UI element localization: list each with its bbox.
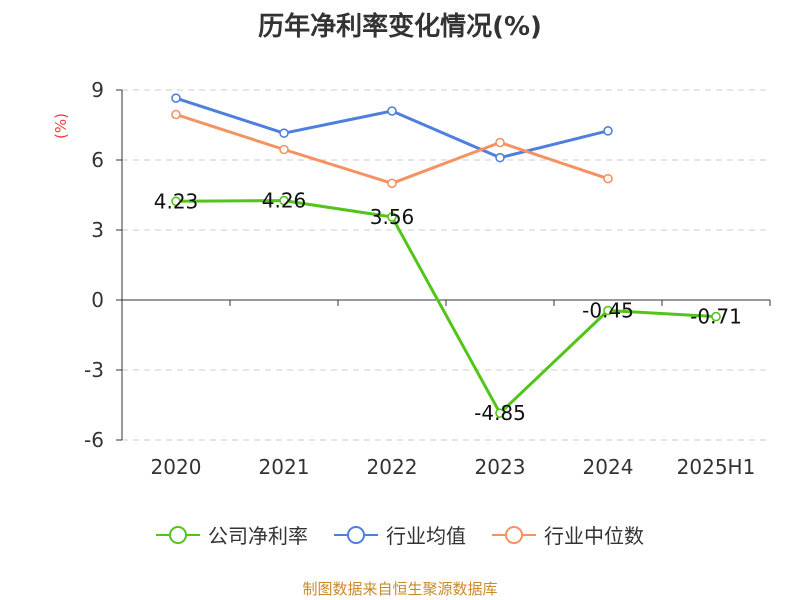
data-point[interactable] xyxy=(711,311,721,322)
data-point[interactable] xyxy=(603,173,613,184)
legend-marker-industry-median xyxy=(492,525,536,544)
axes: 9 6 3 0 -3 -6 2020 2021 2022 2023 2024 2025H1 xyxy=(84,78,771,479)
y-tick-label: 6 xyxy=(91,148,104,172)
legend-label-industry-median: 行业中位数 xyxy=(544,524,644,548)
data-label: 4.23 xyxy=(154,189,199,213)
grid-lines xyxy=(122,89,770,441)
y-axis-label: (%) xyxy=(52,113,70,139)
y-tick-label: -3 xyxy=(84,358,104,382)
data-point[interactable] xyxy=(279,195,289,206)
data-point[interactable] xyxy=(171,109,181,120)
x-tick-label: 2025H1 xyxy=(677,455,756,479)
data-label: 4.26 xyxy=(262,189,307,213)
y-tick-label: 3 xyxy=(91,218,104,242)
legend-item-industry-mean[interactable]: 行业均值 xyxy=(334,520,466,549)
x-tick-label: 2020 xyxy=(151,455,202,479)
data-point[interactable] xyxy=(387,212,397,222)
y-tick-label: 9 xyxy=(91,78,104,102)
legend-item-company[interactable]: 公司净利率 xyxy=(156,520,308,549)
x-tick-label: 2024 xyxy=(583,455,634,479)
series-line-2 xyxy=(175,113,609,185)
data-point[interactable] xyxy=(171,196,181,207)
x-tick-label: 2021 xyxy=(259,455,310,479)
data-point[interactable] xyxy=(603,305,613,316)
series-line-0 xyxy=(175,199,717,415)
data-point[interactable] xyxy=(279,128,289,138)
x-tick-label: 2023 xyxy=(475,455,526,479)
data-label: -0.71 xyxy=(690,305,742,329)
data-point[interactable] xyxy=(495,152,505,163)
data-label: -4.85 xyxy=(474,401,526,425)
data-labels: 4.23 4.26 3.56 -4.85 -0.45 -0.71 xyxy=(154,189,742,426)
data-point[interactable] xyxy=(387,106,397,116)
legend-item-industry-median[interactable]: 行业中位数 xyxy=(492,520,644,549)
footer-source: 制图数据来自恒生聚源数据库 xyxy=(302,580,498,598)
y-tick-label: 0 xyxy=(91,288,104,312)
legend-marker-company xyxy=(156,525,200,544)
data-point[interactable] xyxy=(495,408,505,418)
legend: 公司净利率 行业均值 行业中位数 xyxy=(0,520,800,549)
data-point[interactable] xyxy=(603,126,613,136)
chart-title: 历年净利率变化情况(%) xyxy=(258,12,542,42)
legend-label-company: 公司净利率 xyxy=(208,524,308,548)
data-label: 3.56 xyxy=(370,205,415,229)
data-point[interactable] xyxy=(171,93,181,103)
data-point[interactable] xyxy=(495,137,505,148)
data-point[interactable] xyxy=(279,144,289,155)
data-point[interactable] xyxy=(387,178,397,189)
legend-label-industry-mean: 行业均值 xyxy=(386,524,466,548)
legend-marker-industry-mean xyxy=(334,525,378,544)
x-tick-label: 2022 xyxy=(367,455,418,479)
series-lines xyxy=(171,93,721,418)
data-label: -0.45 xyxy=(582,299,634,323)
y-tick-label: -6 xyxy=(84,428,104,452)
